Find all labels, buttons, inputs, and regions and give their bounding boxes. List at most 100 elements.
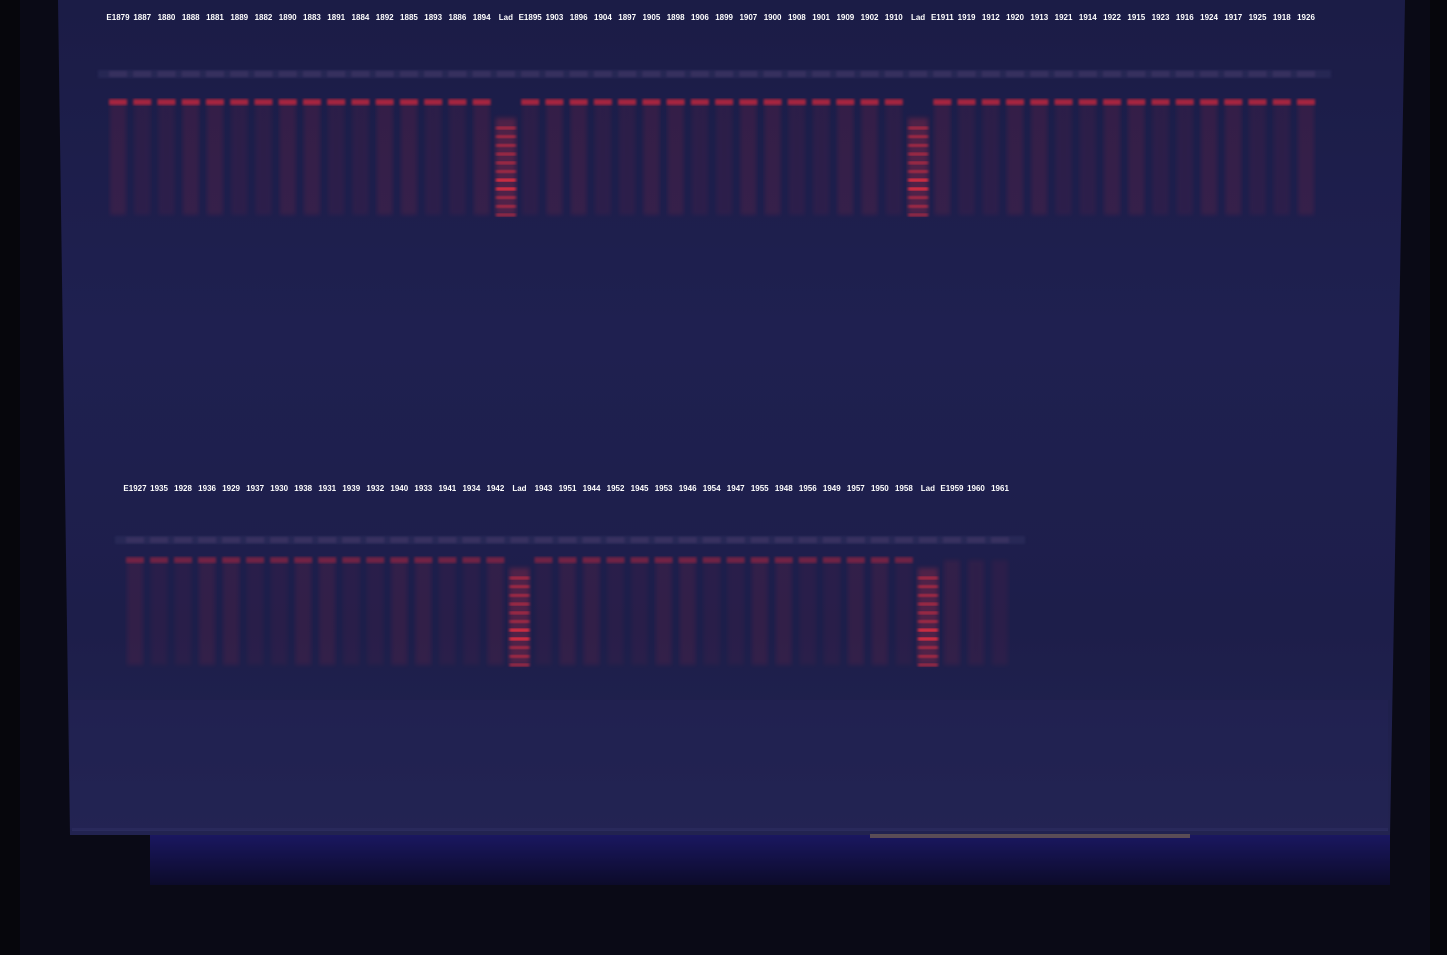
well: [1079, 71, 1097, 77]
well: [351, 71, 369, 77]
dna-band: [679, 557, 697, 563]
well: [1224, 71, 1242, 77]
dna-band: [871, 557, 889, 563]
lane-label: 1926: [1297, 13, 1315, 22]
lane-label: 1940: [390, 484, 408, 493]
lane-label: 1910: [885, 13, 903, 22]
well: [727, 537, 745, 543]
lane-label: E1911: [931, 13, 954, 22]
dna-band: [157, 99, 175, 105]
ladder-band: [908, 144, 928, 147]
dna-band: [823, 557, 841, 563]
well: [182, 71, 200, 77]
well: [1055, 71, 1073, 77]
well: [133, 71, 151, 77]
dna-band: [182, 99, 200, 105]
well: [847, 537, 865, 543]
lane-smear: [983, 102, 999, 215]
well: [366, 537, 384, 543]
ladder-band: [918, 611, 938, 614]
dna-band: [570, 99, 588, 105]
lane-label: Lad: [921, 484, 935, 493]
ladder-band: [509, 611, 529, 614]
dna-band: [764, 99, 782, 105]
well: [933, 71, 951, 77]
well: [909, 71, 927, 77]
ladder-lane: [918, 568, 938, 667]
lane-label: 1955: [751, 484, 769, 493]
lane-label: 1883: [303, 13, 321, 22]
lane-smear: [463, 560, 479, 665]
well: [534, 537, 552, 543]
ladder-band: [918, 577, 938, 580]
lane-smear: [571, 102, 587, 215]
lane-smear: [776, 560, 792, 665]
well: [655, 537, 673, 543]
well: [583, 537, 601, 543]
dna-band: [618, 99, 636, 105]
well: [958, 71, 976, 77]
well: [109, 71, 127, 77]
lane-label: 1896: [570, 13, 588, 22]
ladder-band: [908, 135, 928, 138]
dna-band: [1127, 99, 1145, 105]
lane-smear: [959, 102, 975, 215]
lane-label: 1900: [764, 13, 782, 22]
lane-smear: [789, 102, 805, 215]
dna-band: [414, 557, 432, 563]
well: [667, 71, 685, 77]
lane-label: 1885: [400, 13, 418, 22]
lane-smear: [343, 560, 359, 665]
dna-band: [655, 557, 673, 563]
lane-smear: [352, 102, 368, 215]
dna-band: [390, 557, 408, 563]
lane-label: 1919: [958, 13, 976, 22]
dna-band: [691, 99, 709, 105]
lane-smear: [522, 102, 538, 215]
lane-smear: [886, 102, 902, 215]
ladder-band: [918, 664, 938, 667]
ladder-band: [509, 603, 529, 606]
dna-band: [448, 99, 466, 105]
lane-label: 1941: [438, 484, 456, 493]
lane-smear: [1250, 102, 1266, 215]
dna-band: [715, 99, 733, 105]
lane-label: 1944: [583, 484, 601, 493]
well: [198, 537, 216, 543]
lane-smear: [175, 560, 191, 665]
lane-label: 1917: [1224, 13, 1242, 22]
well: [521, 71, 539, 77]
well: [967, 537, 985, 543]
lane-smear: [415, 560, 431, 665]
lane-smear: [247, 560, 263, 665]
dna-band: [462, 557, 480, 563]
well: [739, 71, 757, 77]
well: [279, 71, 297, 77]
lane-smear: [110, 102, 126, 215]
well: [570, 71, 588, 77]
well: [222, 537, 240, 543]
well: [318, 537, 336, 543]
dna-band: [279, 99, 297, 105]
ladder-band: [908, 179, 928, 182]
well: [594, 71, 612, 77]
dna-band: [812, 99, 830, 105]
dna-band: [174, 557, 192, 563]
ladder-band: [509, 585, 529, 588]
well: [303, 71, 321, 77]
lane-label: 1902: [861, 13, 879, 22]
dna-band: [230, 99, 248, 105]
well: [1249, 71, 1267, 77]
well: [497, 71, 515, 77]
well: [230, 71, 248, 77]
dna-band: [254, 99, 272, 105]
ladder-band: [509, 637, 529, 640]
well: [1200, 71, 1218, 77]
well: [1152, 71, 1170, 77]
lane-label: 1897: [618, 13, 636, 22]
ladder-band: [918, 585, 938, 588]
well: [895, 537, 913, 543]
ladder-band: [496, 187, 516, 190]
ladder-lane: [509, 568, 529, 667]
